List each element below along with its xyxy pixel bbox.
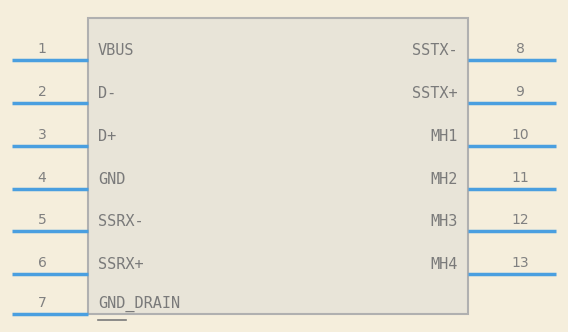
Text: 7: 7 [37,296,47,310]
Text: MH1: MH1 [431,129,458,144]
Text: 4: 4 [37,171,47,185]
Text: MH2: MH2 [431,172,458,187]
Text: SSTX-: SSTX- [412,43,458,58]
Text: D-: D- [98,86,116,101]
Text: 2: 2 [37,85,47,99]
Text: 12: 12 [511,213,529,227]
Text: 13: 13 [511,256,529,270]
Text: GND_DRAIN: GND_DRAIN [98,296,180,312]
Bar [88,18,468,314]
Text: 8: 8 [516,42,524,56]
Text: 3: 3 [37,128,47,142]
Text: 1: 1 [37,42,47,56]
Text: SSRX-: SSRX- [98,214,144,229]
Text: 10: 10 [511,128,529,142]
Text: 5: 5 [37,213,47,227]
Text: 9: 9 [516,85,524,99]
Text: 6: 6 [37,256,47,270]
Text: SSRX+: SSRX+ [98,257,144,272]
Text: D+: D+ [98,129,116,144]
Text: 11: 11 [511,171,529,185]
Text: MH3: MH3 [431,214,458,229]
Text: GND: GND [98,172,126,187]
Text: VBUS: VBUS [98,43,135,58]
Text: MH4: MH4 [431,257,458,272]
Text: SSTX+: SSTX+ [412,86,458,101]
